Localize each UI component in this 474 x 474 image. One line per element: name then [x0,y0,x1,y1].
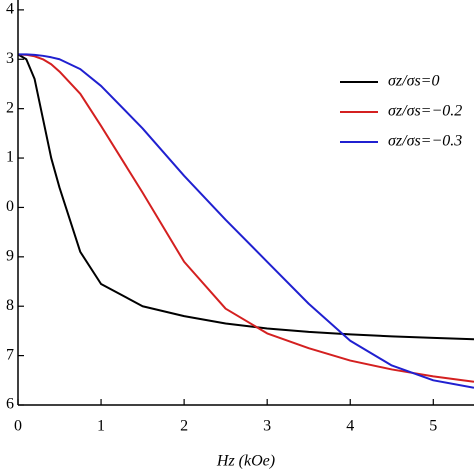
x-tick-label: 2 [180,418,188,435]
series-line [18,53,474,389]
y-tick-label: 0 [6,198,14,215]
x-tick-label: 3 [263,418,271,435]
y-tick-label: 9 [6,248,14,265]
x-tick-label: 1 [97,418,105,435]
y-tick-label: 8 [6,297,14,314]
y-tick-label: 2 [6,99,14,116]
x-tick-label: 4 [346,418,354,435]
y-tick-label: 3 [6,50,14,67]
legend-label: σz/σs=−0.2 [388,103,462,120]
x-tick-label: 5 [429,418,437,435]
y-tick-label: 1 [6,149,14,166]
series-line [17,53,474,383]
legend-label: σz/σs=−0.3 [388,133,462,150]
series-line [17,53,474,341]
x-tick-label: 0 [14,418,22,435]
y-tick-label: 7 [6,346,14,363]
x-axis-label: Hz (kOe) [216,453,275,470]
legend-label: σz/σs=0 [388,73,439,90]
y-tick-label: 6 [6,396,14,413]
y-tick-label: 4 [6,1,14,18]
